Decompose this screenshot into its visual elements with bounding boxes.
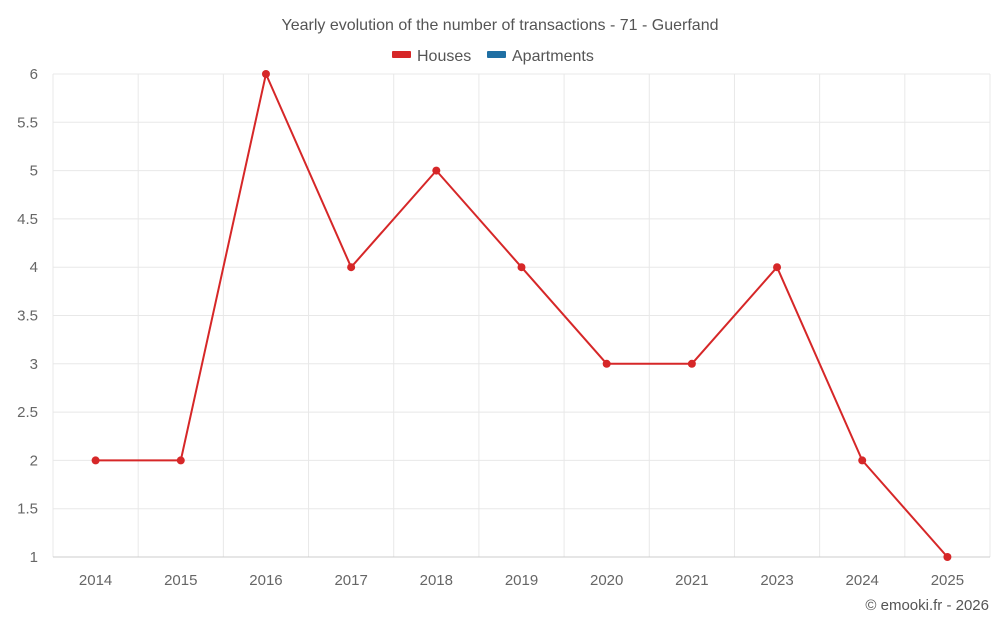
x-tick-label: 2017 (334, 572, 367, 589)
x-tick-label: 2024 (846, 572, 879, 589)
legend-label-apartments[interactable]: Apartments (512, 48, 594, 65)
y-tick-label: 6 (30, 66, 38, 83)
data-point-houses[interactable] (773, 263, 782, 272)
y-tick-label: 2.5 (17, 404, 38, 421)
data-point-houses[interactable] (261, 70, 270, 78)
data-point-houses[interactable] (517, 263, 526, 272)
y-tick-label: 3.5 (17, 308, 38, 325)
data-point-houses[interactable] (943, 553, 952, 561)
x-tick-label: 2023 (760, 572, 793, 589)
legend-label-houses[interactable]: Houses (417, 48, 471, 65)
x-tick-label: 2018 (420, 572, 453, 589)
x-tick-label: 2015 (164, 572, 197, 589)
legend-swatch-houses (392, 51, 411, 58)
x-tick-label: 2025 (931, 572, 964, 589)
y-tick-label: 2 (30, 452, 38, 469)
y-tick-label: 4 (30, 259, 38, 276)
x-axis-ticks: 2014 2015 2016 2017 2018 2019 2020 2021 2023 2024… (79, 572, 964, 589)
y-tick-label: 5.5 (17, 114, 38, 131)
y-tick-label: 1 (30, 549, 38, 566)
credit-text: © emooki.fr - 2026 (865, 597, 989, 614)
x-tick-label: 2020 (590, 572, 623, 589)
legend: Houses Apartments (392, 48, 594, 65)
x-tick-label: 2019 (505, 572, 538, 589)
data-point-houses[interactable] (347, 263, 356, 272)
y-tick-label: 1.5 (17, 501, 38, 518)
data-point-houses[interactable] (602, 359, 611, 368)
y-tick-label: 3 (30, 356, 38, 373)
y-axis-ticks: 1 1.5 2 2.5 3 3.5 4 4.5 5 5.5 6 (17, 66, 38, 566)
data-point-houses[interactable] (432, 166, 441, 175)
x-tick-label: 2021 (675, 572, 708, 589)
y-tick-label: 4.5 (17, 211, 38, 228)
grid (52, 73, 991, 558)
data-point-houses[interactable] (176, 456, 185, 465)
data-point-houses[interactable] (91, 456, 100, 465)
legend-swatch-apartments (487, 51, 506, 58)
x-tick-label: 2014 (79, 572, 112, 589)
y-tick-label: 5 (30, 163, 38, 180)
series-houses (91, 70, 952, 561)
x-tick-label: 2016 (249, 572, 282, 589)
chart-title: Yearly evolution of the number of transa… (282, 17, 719, 34)
data-point-houses[interactable] (687, 359, 696, 368)
data-point-houses[interactable] (858, 456, 867, 465)
